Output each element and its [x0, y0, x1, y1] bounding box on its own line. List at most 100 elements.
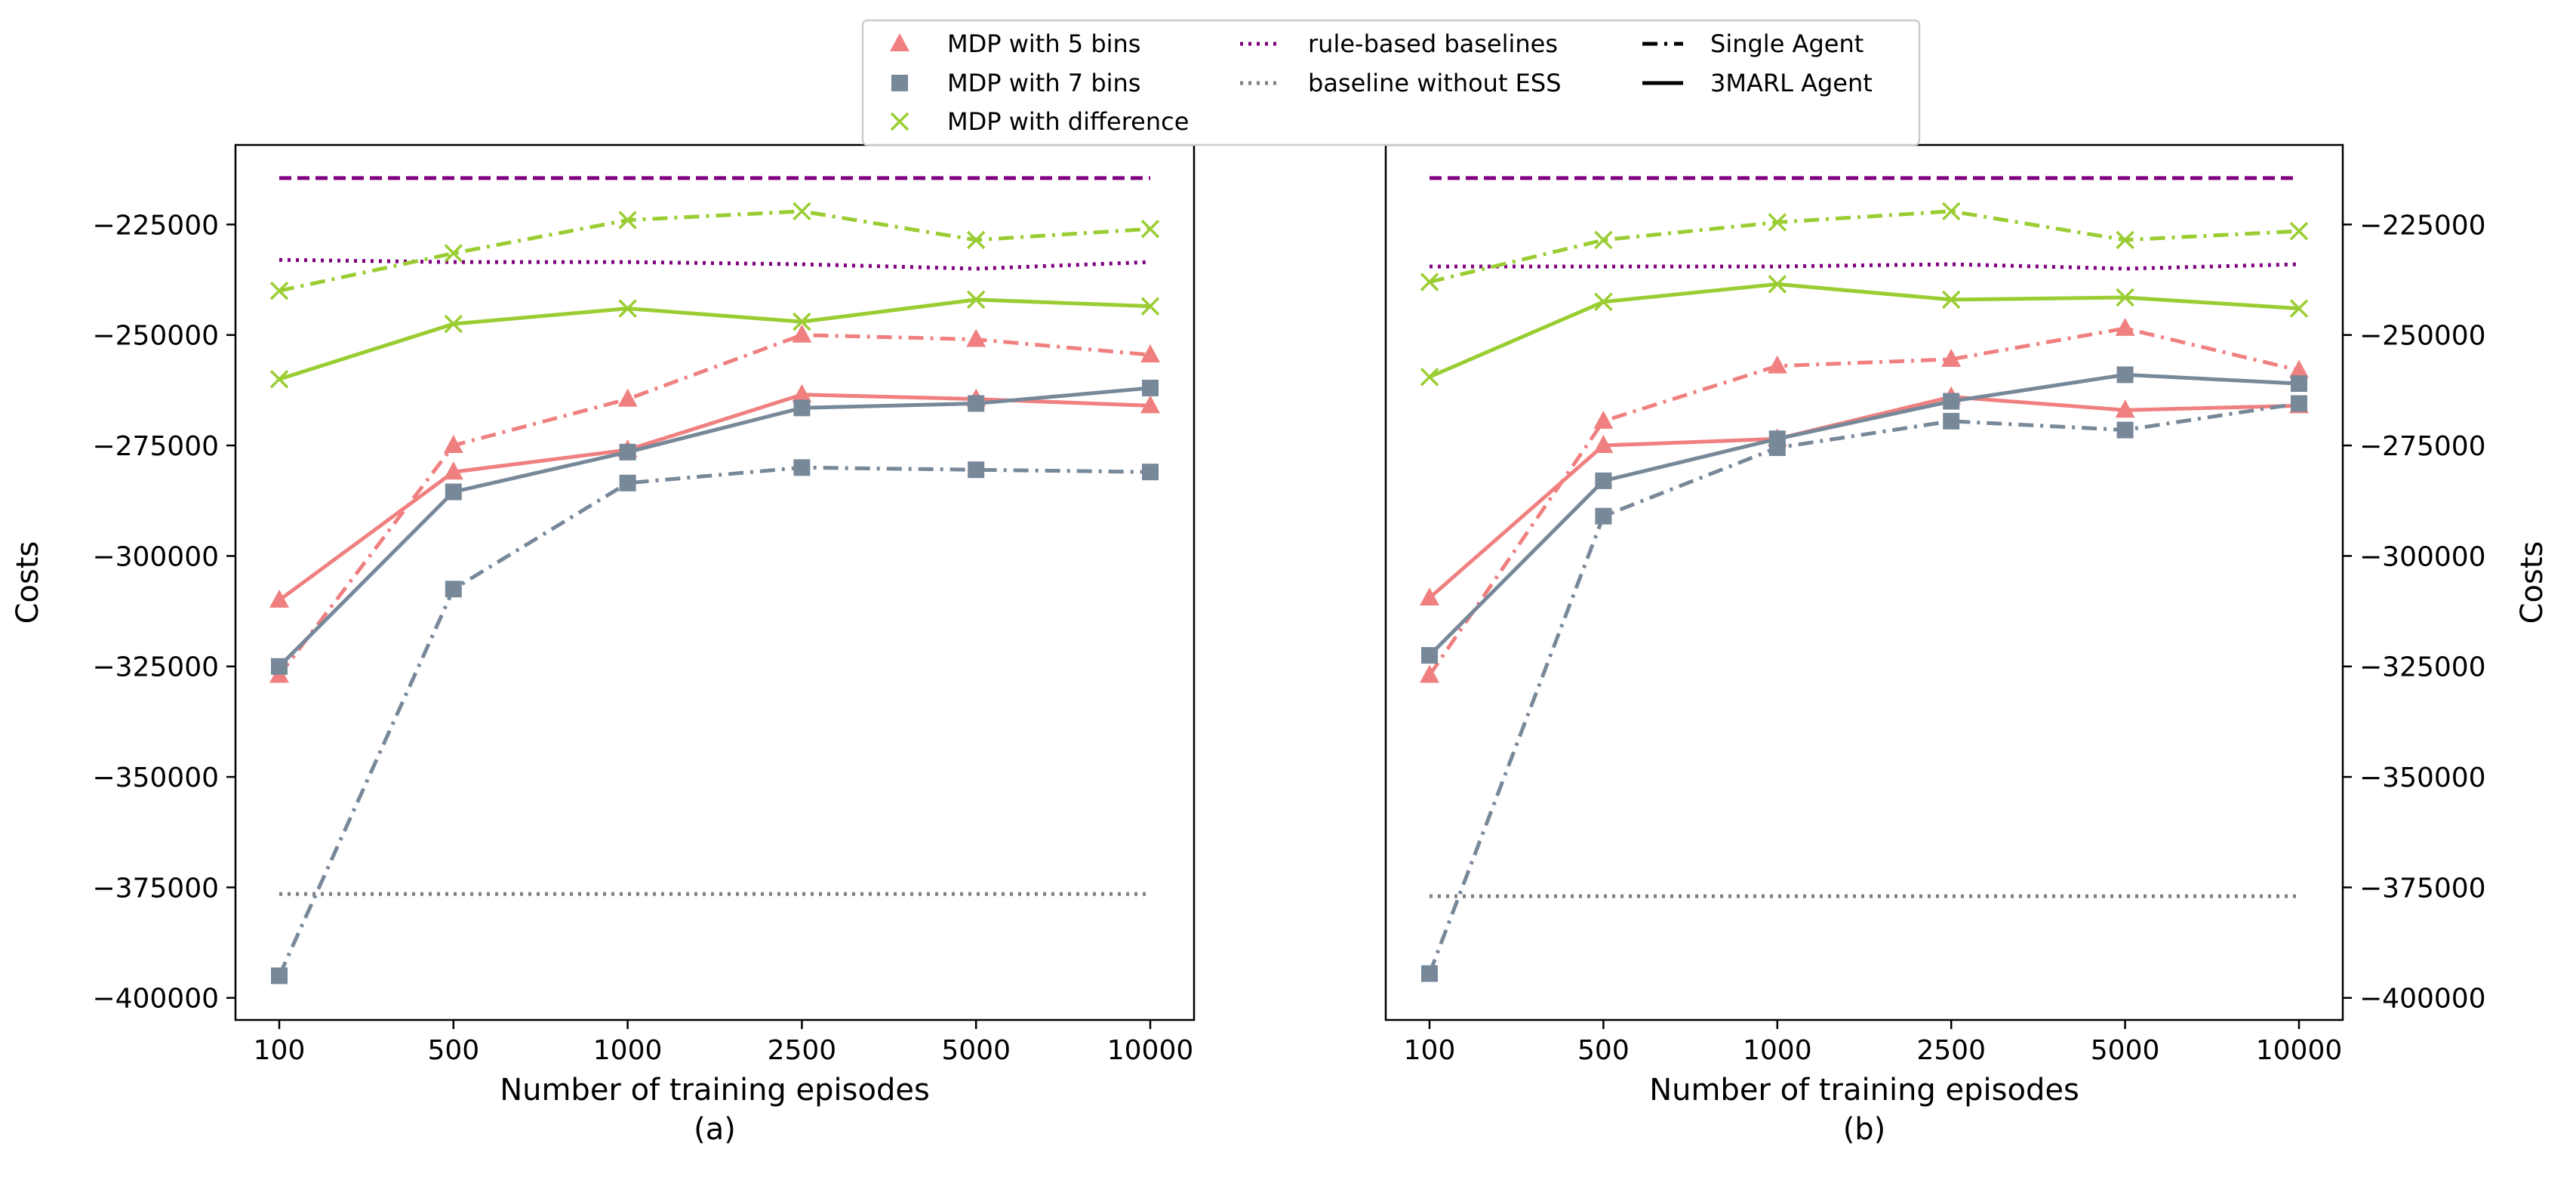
data-point — [443, 461, 463, 480]
series-line — [1429, 209, 2300, 284]
legend-handle — [890, 112, 909, 131]
data-point — [966, 230, 986, 250]
series-mdp-with-difference-dashdot — [269, 202, 1160, 300]
data-point — [1142, 379, 1159, 396]
series-mdp-with-5-bins-dashdot — [1420, 317, 2309, 683]
data-point — [2291, 395, 2307, 412]
data-point — [444, 314, 463, 334]
y-tick-label: −375000 — [2359, 873, 2486, 904]
legend-label: MDP with difference — [947, 107, 1189, 136]
data-point — [1142, 464, 1159, 481]
legend-handle — [891, 75, 908, 91]
series-mdp-with-5-bins-dashdot — [269, 324, 1160, 683]
y-tick-label: −350000 — [92, 763, 219, 793]
series-mdp-with-difference-solid — [269, 290, 1160, 389]
legend-label: 3MARL Agent — [1710, 69, 1873, 97]
data-point — [1943, 412, 1960, 430]
y-tick-label: −225000 — [92, 210, 219, 241]
data-point — [968, 461, 985, 479]
series-line — [277, 465, 1151, 977]
x-axis-label: Number of training episodes — [500, 1073, 930, 1108]
plot-frame — [234, 143, 1196, 1021]
legend-label: MDP with 7 bins — [947, 69, 1140, 97]
data-point — [1767, 355, 1787, 374]
data-point — [1421, 647, 1438, 664]
data-point — [2289, 299, 2309, 318]
data-point — [792, 324, 812, 343]
series-line — [278, 386, 1151, 668]
y-axis-label: Costs — [2515, 541, 2550, 624]
legend-label: Single Agent — [1710, 29, 1864, 58]
data-point — [966, 290, 986, 310]
data-point — [271, 967, 288, 984]
legend-item-mdp-with-7-bins: MDP with 7 bins — [891, 69, 1140, 97]
x-tick-label: 1000 — [1743, 1035, 1812, 1066]
legend-label: rule-based baselines — [1308, 29, 1558, 58]
series-mdp-with-7-bins-solid — [1421, 366, 2307, 664]
data-point — [1941, 290, 1961, 310]
legend-item-mdp-with-difference: MDP with difference — [890, 107, 1189, 136]
legend-label: baseline without ESS — [1308, 69, 1562, 97]
data-point — [1768, 213, 1787, 232]
series-line — [1427, 326, 2300, 676]
panel-b: 100 500 1000 2500 5000 10000 −400000 −375000 −35… — [1384, 143, 2550, 1147]
panel-caption: (a) — [694, 1112, 736, 1147]
panel-a: 100 500 1000 2500 5000 10000 −400000 −375000 −35… — [11, 143, 1196, 1147]
y-tick-label: −250000 — [92, 321, 219, 352]
data-point — [1941, 348, 1962, 367]
x-tick-label: 10000 — [1107, 1035, 1194, 1066]
data-point — [1595, 472, 1612, 489]
y-tick-label: −250000 — [2359, 321, 2486, 352]
y-tick-label: −300000 — [92, 541, 219, 572]
data-point — [1593, 410, 1614, 429]
data-point — [1140, 297, 1160, 316]
plot-frame — [1384, 143, 2344, 1021]
series-mdp-with-7-bins-solid — [271, 379, 1159, 675]
data-point — [1943, 393, 1960, 410]
series-mdp-with-difference-solid — [1420, 275, 2309, 387]
data-point — [2116, 366, 2134, 384]
series-mdp-with-5-bins-solid — [269, 384, 1160, 608]
data-point — [2116, 230, 2134, 250]
series-line — [1428, 395, 2300, 599]
y-tick-label: −325000 — [2359, 652, 2486, 683]
data-point — [1140, 395, 1160, 414]
series-mdp-with-7-bins-dashdot — [1421, 395, 2307, 982]
data-point — [793, 399, 811, 417]
data-point — [271, 658, 288, 675]
legend-box — [861, 19, 1921, 146]
legend-item-baseline-without-ess: baseline without ESS — [1240, 69, 1562, 97]
series-mdp-with-difference-dashdot — [1420, 202, 2309, 291]
data-point — [1595, 507, 1612, 525]
x-tick-label: 5000 — [2091, 1035, 2160, 1066]
data-point — [966, 328, 986, 347]
y-axis-label: Costs — [11, 541, 45, 624]
legend-item-single-agent: Single Agent — [1642, 29, 1864, 58]
y-tick-label: −275000 — [2359, 431, 2486, 462]
x-tick-label: 100 — [1404, 1035, 1456, 1066]
data-point — [1421, 965, 1438, 982]
data-point — [1768, 439, 1786, 456]
y-tick-label: −275000 — [92, 431, 219, 462]
data-point — [619, 474, 636, 491]
legend-label: MDP with 5 bins — [947, 29, 1140, 58]
data-point — [1941, 202, 1961, 221]
data-point — [2115, 317, 2135, 336]
x-tick-label: 500 — [1577, 1035, 1630, 1066]
data-point — [1594, 230, 1613, 250]
series-mdp-with-7-bins-dashdot — [271, 459, 1159, 984]
data-point — [1420, 368, 1439, 387]
data-point — [445, 581, 462, 598]
x-tick-label: 100 — [254, 1035, 306, 1066]
legend: MDP with 5 bins MDP with 7 bins MDP with d… — [861, 19, 1921, 146]
legend-item-3marl-agent: 3MARL Agent — [1642, 69, 1873, 97]
data-point — [1140, 219, 1160, 239]
panel-caption: (b) — [1843, 1112, 1886, 1147]
data-point — [1140, 344, 1160, 363]
data-point — [2291, 375, 2307, 393]
data-point — [1594, 292, 1613, 312]
y-tick-label: −325000 — [92, 652, 219, 683]
data-point — [968, 395, 985, 412]
data-point — [617, 388, 638, 407]
